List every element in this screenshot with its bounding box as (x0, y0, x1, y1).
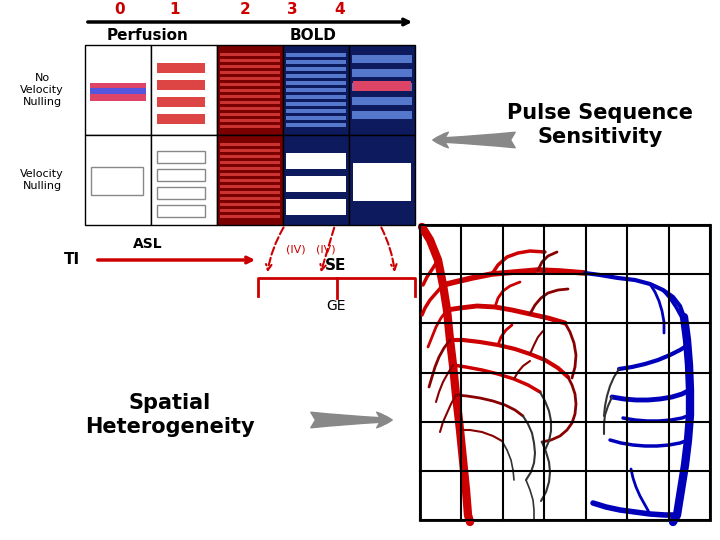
Text: 4: 4 (335, 3, 346, 17)
Bar (90, 83, 146, 101)
Bar (286, 53, 346, 57)
Bar (286, 199, 346, 215)
Bar (151, 135, 217, 225)
Bar (220, 215, 280, 218)
Bar (352, 69, 412, 77)
Bar (352, 97, 412, 105)
Bar (349, 45, 415, 135)
Bar (220, 197, 280, 200)
Bar (85, 135, 151, 225)
Bar (286, 60, 346, 64)
Text: BOLD: BOLD (289, 28, 336, 43)
Bar (85, 45, 151, 135)
Bar (286, 102, 346, 106)
Text: 2: 2 (240, 3, 251, 17)
Text: (IV): (IV) (286, 244, 306, 254)
Text: 3: 3 (287, 3, 297, 17)
Bar (286, 123, 346, 127)
Bar (352, 111, 412, 119)
Bar (220, 143, 280, 146)
Bar (157, 114, 205, 124)
Bar (220, 89, 280, 92)
Bar (283, 45, 349, 135)
Text: 1: 1 (170, 3, 180, 17)
Bar (220, 119, 280, 122)
Bar (151, 45, 217, 135)
Bar (286, 95, 346, 99)
Bar (220, 155, 280, 158)
Bar (220, 167, 280, 170)
Bar (157, 97, 205, 107)
Bar (420, 225, 710, 520)
Text: Spatial
Heterogeneity: Spatial Heterogeneity (85, 394, 255, 437)
Bar (220, 161, 280, 164)
Bar (220, 53, 280, 56)
Bar (352, 55, 412, 63)
Text: Velocity
Nulling: Velocity Nulling (20, 169, 64, 191)
Bar (220, 77, 280, 80)
Bar (90, 88, 146, 94)
Text: GE: GE (326, 299, 346, 313)
Bar (286, 81, 346, 85)
Bar (220, 101, 280, 104)
Bar (91, 167, 143, 195)
Bar (220, 209, 280, 212)
Text: TI: TI (64, 253, 80, 267)
Bar (220, 125, 280, 128)
Bar (157, 169, 205, 181)
Bar (220, 173, 280, 176)
Bar (220, 107, 280, 110)
Bar (217, 45, 283, 135)
Text: No
Velocity
Nulling: No Velocity Nulling (20, 73, 64, 106)
Bar (220, 179, 280, 182)
Bar (283, 135, 349, 225)
Bar (220, 65, 280, 68)
Bar (157, 187, 205, 199)
Bar (220, 95, 280, 98)
Bar (217, 135, 283, 225)
Bar (220, 59, 280, 62)
Bar (220, 185, 280, 188)
Text: Perfusion: Perfusion (107, 28, 189, 43)
Text: SE: SE (325, 258, 347, 273)
Text: Pulse Sequence
Sensitivity: Pulse Sequence Sensitivity (507, 103, 693, 146)
Text: (IV): (IV) (316, 244, 336, 254)
Bar (220, 71, 280, 74)
Bar (286, 88, 346, 92)
Bar (286, 74, 346, 78)
Bar (286, 176, 346, 192)
Bar (286, 153, 346, 169)
Bar (352, 83, 412, 91)
Bar (220, 113, 280, 116)
Text: ASL: ASL (133, 237, 163, 251)
Text: 0: 0 (114, 3, 125, 17)
Bar (353, 163, 411, 201)
Bar (157, 151, 205, 163)
Bar (286, 67, 346, 71)
Bar (220, 203, 280, 206)
Bar (157, 205, 205, 217)
Bar (157, 80, 205, 90)
Bar (157, 63, 205, 73)
Bar (220, 191, 280, 194)
Bar (353, 81, 411, 91)
Bar (220, 83, 280, 86)
Bar (220, 149, 280, 152)
Bar (286, 116, 346, 120)
Bar (286, 109, 346, 113)
Bar (349, 135, 415, 225)
